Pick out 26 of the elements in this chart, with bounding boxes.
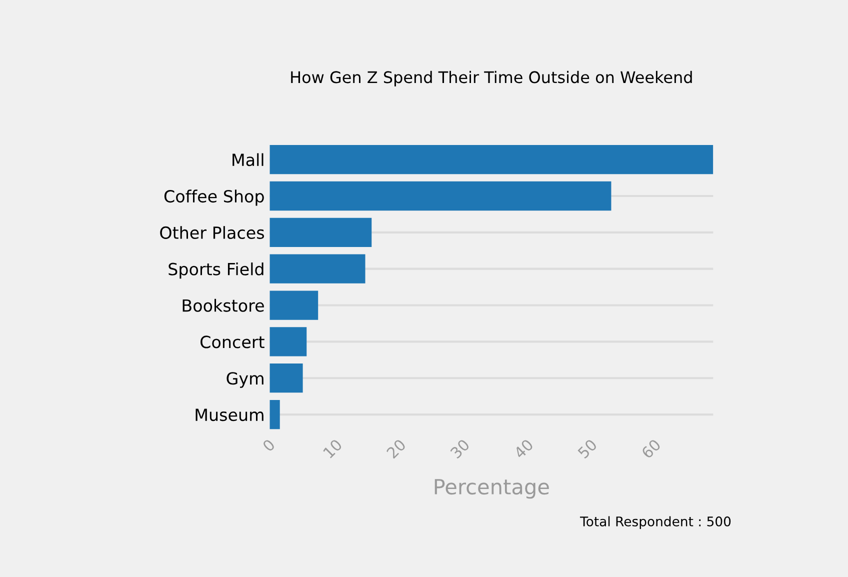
y-tick-label: Bookstore <box>182 298 264 312</box>
bar <box>270 145 714 174</box>
text: Total Respondent : 500 <box>580 516 731 529</box>
x-tick-label: 60 <box>640 438 662 459</box>
bar <box>270 400 280 430</box>
bar <box>270 254 366 284</box>
bar <box>270 327 307 356</box>
bar <box>270 181 612 211</box>
y-tick-label: Coffee Shop <box>164 190 264 206</box>
x-tick-label: 50 <box>577 438 598 459</box>
bar <box>270 364 303 393</box>
y-tick-label: Other Places <box>160 226 264 239</box>
x-tick-label: 30 <box>450 438 470 459</box>
y-tick-label: Concert <box>200 336 264 348</box>
x-tick-label: 40 <box>513 438 534 460</box>
bar <box>270 218 372 247</box>
bar <box>270 290 318 320</box>
x-axis-title: Percentage <box>434 479 549 499</box>
y-tick-label: Museum <box>196 408 264 422</box>
x-tick-label: 10 <box>322 438 343 459</box>
y-tick-label: Sports Field <box>168 262 264 279</box>
chart-title: How Gen Z Spend Their Time Outside on Weekend <box>291 70 692 86</box>
x-tick-label: 0 <box>262 438 276 452</box>
y-tick-label: Gym <box>226 372 264 388</box>
y-tick-label: Mall <box>232 153 264 166</box>
x-tick-label: 20 <box>386 438 406 459</box>
